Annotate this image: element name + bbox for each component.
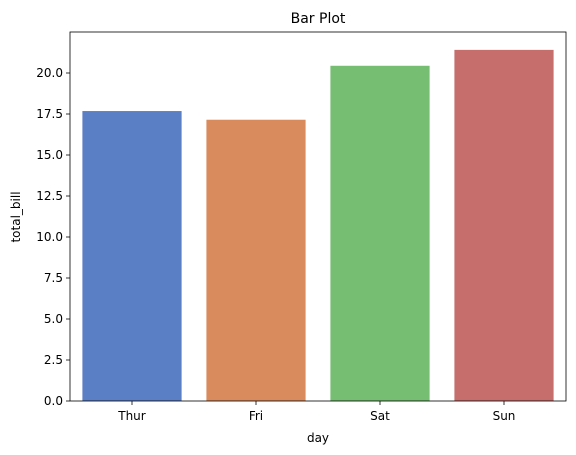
y-tick-label: 10.0 — [36, 230, 63, 244]
plot-area: 0.0 2.5 5.0 7.5 10.0 12.5 15.0 17.5 20.0 Thur Fri S… — [36, 31, 567, 423]
x-tick-label: Sat — [370, 409, 390, 423]
y-tick-label: 2.5 — [44, 353, 63, 367]
y-tick-label: 12.5 — [36, 189, 63, 203]
y-tick-label: 0.0 — [44, 394, 63, 408]
y-tick-label: 17.5 — [36, 107, 63, 121]
x-tick-label: Sun — [493, 409, 516, 423]
x-tick-label: Thur — [117, 409, 146, 423]
x-axis-label: day — [307, 431, 329, 445]
y-axis-label: total_bill — [9, 191, 23, 242]
y-tick-label: 5.0 — [44, 312, 63, 326]
y-tick-label: 15.0 — [36, 148, 63, 162]
chart-title: Bar Plot — [291, 11, 346, 27]
x-tick-label: Fri — [249, 409, 263, 423]
y-tick-label: 7.5 — [44, 271, 63, 285]
y-tick-label: 20.0 — [36, 66, 63, 80]
bar-fri — [206, 119, 306, 402]
bar-sun — [454, 49, 554, 401]
bar-thur — [82, 111, 182, 401]
axes-frame — [69, 31, 567, 402]
bar-sat — [330, 65, 430, 401]
